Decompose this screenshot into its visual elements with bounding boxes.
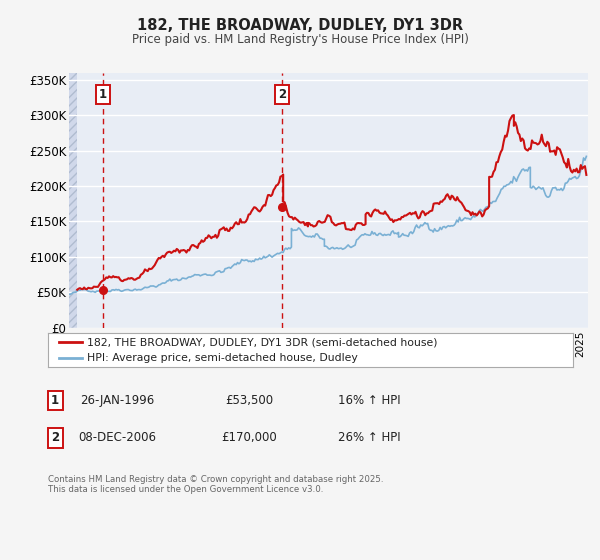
Text: HPI: Average price, semi-detached house, Dudley: HPI: Average price, semi-detached house,…: [88, 353, 358, 363]
Text: 1: 1: [99, 88, 107, 101]
Polygon shape: [69, 73, 77, 328]
Text: 16% ↑ HPI: 16% ↑ HPI: [338, 394, 400, 407]
Text: Price paid vs. HM Land Registry's House Price Index (HPI): Price paid vs. HM Land Registry's House …: [131, 32, 469, 46]
Text: 08-DEC-2006: 08-DEC-2006: [78, 431, 156, 445]
Text: 2: 2: [278, 88, 286, 101]
Text: 182, THE BROADWAY, DUDLEY, DY1 3DR: 182, THE BROADWAY, DUDLEY, DY1 3DR: [137, 18, 463, 32]
Text: 2: 2: [51, 431, 59, 445]
Text: 26% ↑ HPI: 26% ↑ HPI: [338, 431, 400, 445]
Text: 182, THE BROADWAY, DUDLEY, DY1 3DR (semi-detached house): 182, THE BROADWAY, DUDLEY, DY1 3DR (semi…: [88, 337, 438, 347]
Text: Contains HM Land Registry data © Crown copyright and database right 2025.
This d: Contains HM Land Registry data © Crown c…: [48, 475, 383, 494]
Text: £53,500: £53,500: [225, 394, 273, 407]
Text: 1: 1: [51, 394, 59, 407]
Text: 26-JAN-1996: 26-JAN-1996: [80, 394, 154, 407]
Text: £170,000: £170,000: [221, 431, 277, 445]
